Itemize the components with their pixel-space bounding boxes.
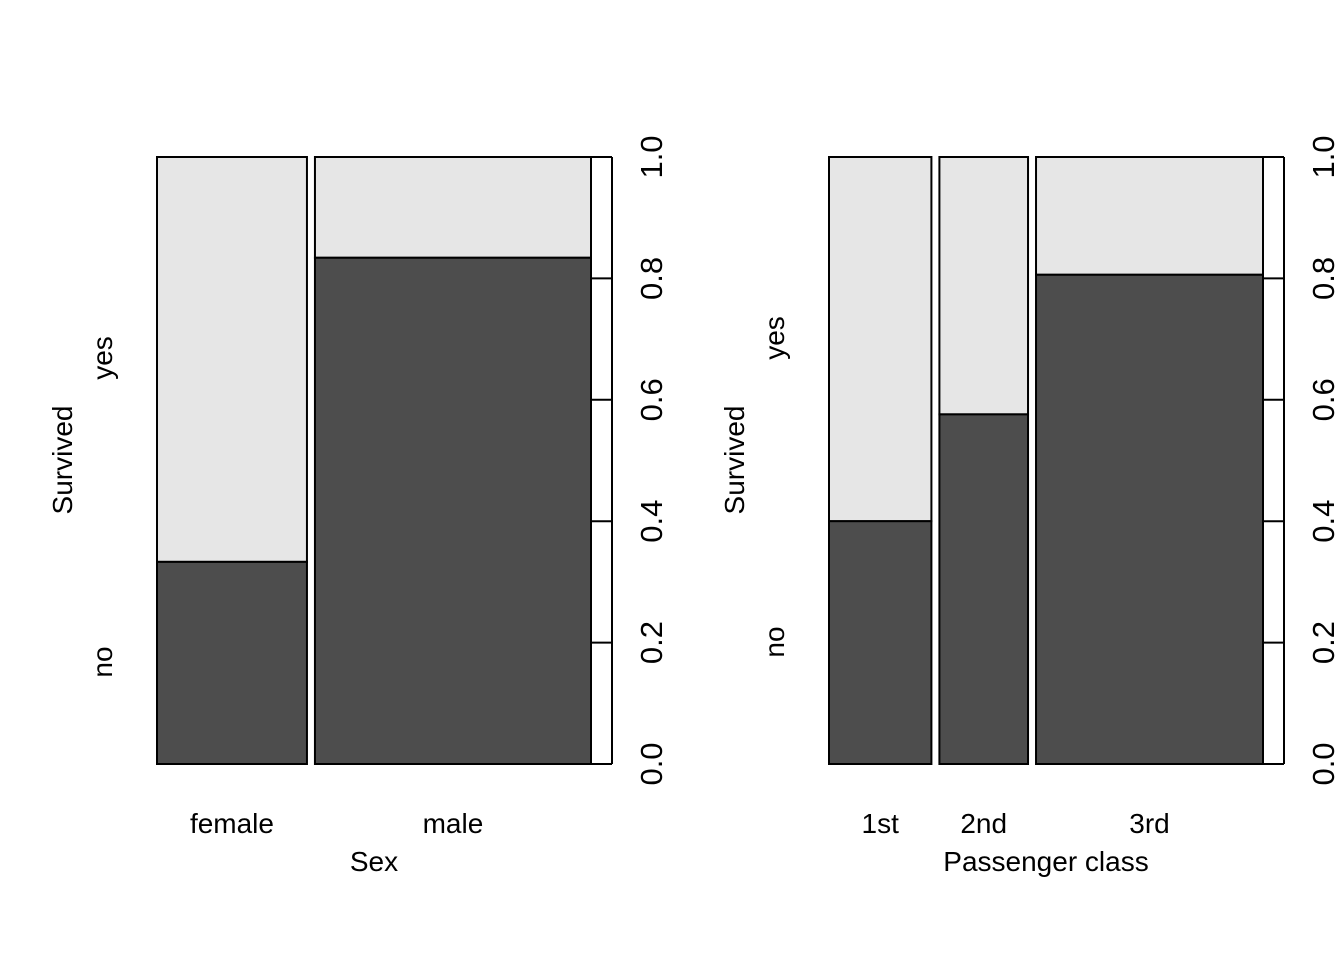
bar-yes-2nd xyxy=(938,156,1030,416)
bar-no-male xyxy=(313,256,592,765)
panel-class-bars xyxy=(828,156,1264,766)
category-label-3rd: 3rd xyxy=(1129,808,1169,839)
bar-no-female xyxy=(156,560,308,766)
panel-class-y-axis: 0.0 0.2 0.4 0.6 0.8 1.0 xyxy=(1264,135,1341,786)
y-tick-label: 0.0 xyxy=(634,742,669,785)
level-label-no: no xyxy=(87,646,118,677)
y-tick-label: 0.0 xyxy=(1306,742,1341,785)
panel-sex-category-labels: female male xyxy=(190,808,483,839)
y-tick-label: 1.0 xyxy=(1306,135,1341,178)
y-axis-title: Survived xyxy=(47,406,78,515)
category-label-1st: 1st xyxy=(862,808,900,839)
y-tick-label: 0.6 xyxy=(1306,378,1341,421)
bar-yes-3rd xyxy=(1035,156,1264,276)
panel-sex: 0.0 0.2 0.4 0.6 0.8 1.0 female male Sex Surviv… xyxy=(47,135,669,877)
bar-no-2nd xyxy=(938,413,1030,765)
level-label-yes: yes xyxy=(759,316,790,360)
x-axis-title: Sex xyxy=(350,846,398,877)
panel-class-category-labels: 1st 2nd 3rd xyxy=(862,808,1170,839)
level-label-no: no xyxy=(759,626,790,657)
bar-yes-female xyxy=(156,156,308,563)
category-label-2nd: 2nd xyxy=(960,808,1007,839)
x-axis-title: Passenger class xyxy=(943,846,1148,877)
level-label-yes: yes xyxy=(87,336,118,380)
y-tick-label: 0.4 xyxy=(1306,500,1341,543)
panel-sex-y-axis: 0.0 0.2 0.4 0.6 0.8 1.0 xyxy=(592,135,669,786)
y-tick-label: 0.6 xyxy=(634,378,669,421)
bar-no-1st xyxy=(828,520,933,766)
y-tick-label: 0.2 xyxy=(1306,621,1341,664)
category-label-female: female xyxy=(190,808,274,839)
bar-no-3rd xyxy=(1035,273,1264,765)
bar-yes-1st xyxy=(828,156,933,523)
category-label-male: male xyxy=(423,808,484,839)
y-tick-label: 0.8 xyxy=(1306,257,1341,300)
panel-passenger-class: 0.0 0.2 0.4 0.6 0.8 1.0 1st 2nd 3rd Passenger c… xyxy=(719,135,1341,877)
y-tick-label: 0.2 xyxy=(634,621,669,664)
y-tick-label: 1.0 xyxy=(634,135,669,178)
y-axis-title: Survived xyxy=(719,406,750,515)
bar-yes-male xyxy=(313,156,592,259)
panel-sex-bars xyxy=(156,156,592,766)
y-tick-label: 0.8 xyxy=(634,257,669,300)
y-tick-label: 0.4 xyxy=(634,500,669,543)
